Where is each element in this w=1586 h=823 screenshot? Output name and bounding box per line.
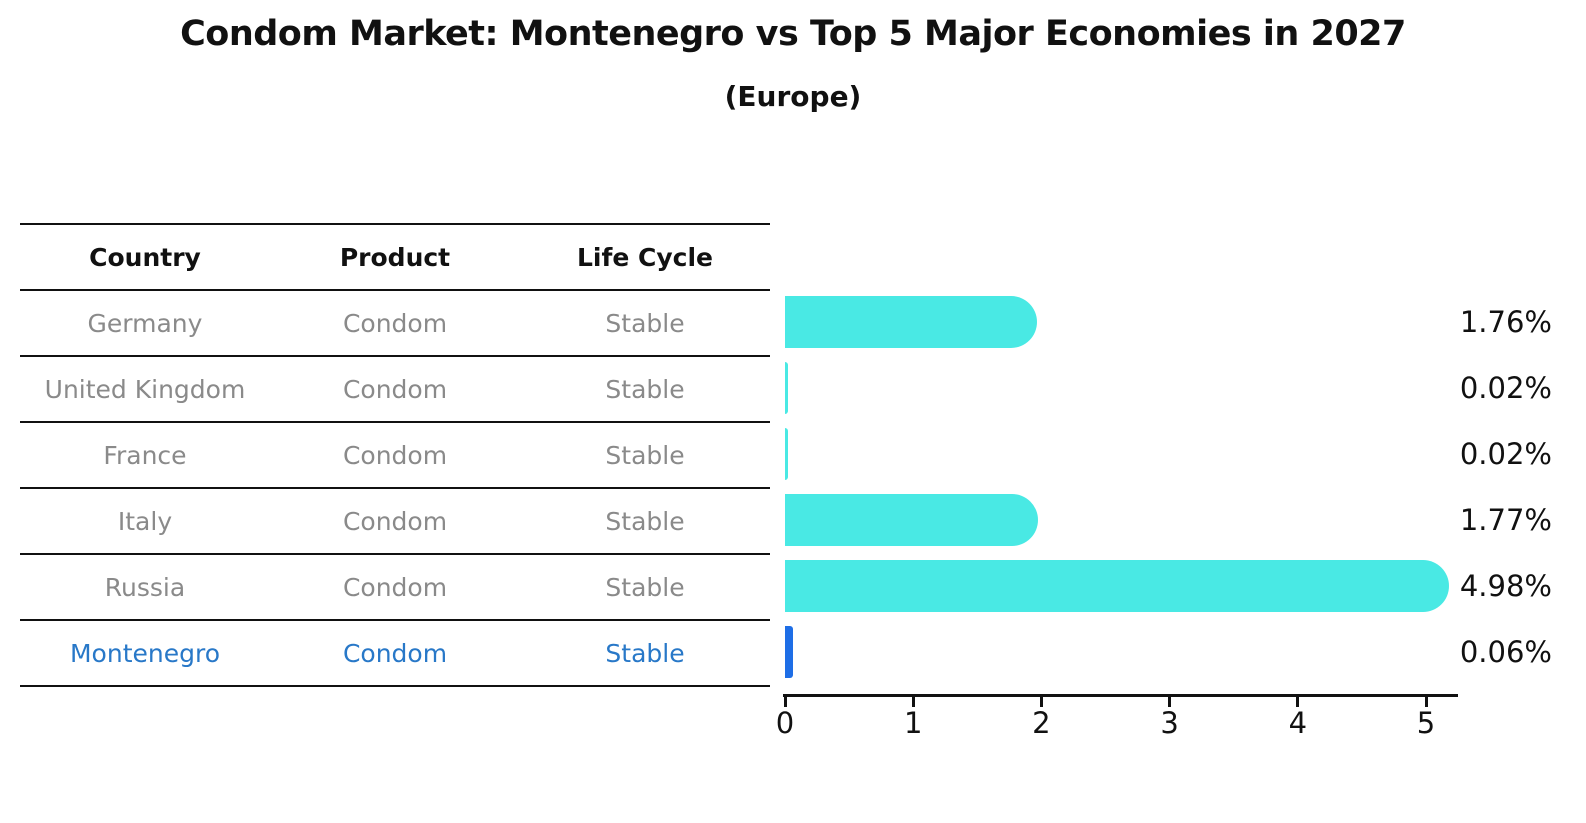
x-axis-tick (1424, 694, 1428, 707)
x-axis-tick-label: 3 (1160, 706, 1179, 740)
x-axis-tick-label: 0 (775, 706, 795, 740)
bar-russia (785, 560, 1449, 612)
chart-subtitle: (Europe) (724, 80, 862, 113)
value-label: 0.02% (1459, 437, 1552, 471)
table-row: France Condom Stable (20, 423, 770, 489)
cell-product: Condom (342, 308, 448, 338)
table-row: Montenegro Condom Stable (20, 621, 770, 687)
table-body: Germany Condom Stable United Kingdom Condom S… (20, 291, 770, 687)
cell-life-cycle: Stable (605, 308, 685, 338)
bar-montenegro (785, 626, 793, 678)
bar-france (785, 428, 788, 480)
table-row: United Kingdom Condom Stable (20, 357, 770, 423)
bar-united-kingdom (785, 362, 788, 414)
cell-country: Russia (104, 572, 186, 602)
table-row: Russia Condom Stable (20, 555, 770, 621)
x-axis-tick-label: 2 (1032, 706, 1051, 740)
x-axis-tick (1039, 694, 1043, 707)
cell-life-cycle: Stable (605, 506, 685, 536)
x-axis-tick (783, 694, 787, 707)
value-label: 0.02% (1459, 371, 1552, 405)
value-label: 4.98% (1459, 569, 1552, 603)
cell-product: Condom (342, 572, 448, 602)
column-header-country: Country (89, 242, 201, 272)
bar-italy (785, 494, 1038, 546)
column-header-life-cycle: Life Cycle (576, 242, 714, 272)
bar-germany (785, 296, 1037, 348)
cell-country: Montenegro (69, 638, 220, 668)
cell-product: Condom (342, 638, 448, 668)
chart-title: Condom Market: Montenegro vs Top 5 Major… (180, 14, 1406, 54)
x-axis-tick (1296, 694, 1300, 707)
value-label: 1.77% (1459, 503, 1552, 537)
cell-life-cycle: Stable (605, 374, 685, 404)
cell-country: Germany (87, 308, 203, 338)
value-label: 0.06% (1459, 635, 1552, 669)
cell-product: Condom (342, 440, 448, 470)
value-label: 1.76% (1459, 305, 1552, 339)
x-axis-tick-label: 1 (903, 706, 923, 740)
table-row: Italy Condom Stable (20, 489, 770, 555)
table-header-row: Country Product Life Cycle (20, 225, 770, 291)
cell-country: United Kingdom (44, 374, 246, 404)
cell-country: Italy (117, 506, 173, 536)
cell-life-cycle: Stable (605, 572, 685, 602)
x-axis-tick (911, 694, 915, 707)
table-row: Germany Condom Stable (20, 291, 770, 357)
cell-country: France (103, 440, 187, 470)
cell-product: Condom (342, 506, 448, 536)
cell-product: Condom (342, 374, 448, 404)
cell-life-cycle: Stable (605, 638, 685, 668)
cell-life-cycle: Stable (605, 440, 685, 470)
column-header-product: Product (339, 242, 451, 272)
x-axis-tick-label: 4 (1288, 706, 1308, 740)
x-axis-line (783, 694, 1458, 697)
x-axis-tick (1168, 694, 1172, 707)
x-axis-tick-label: 5 (1416, 706, 1436, 740)
country-table: Country Product Life Cycle Germany Condom… (20, 223, 770, 687)
